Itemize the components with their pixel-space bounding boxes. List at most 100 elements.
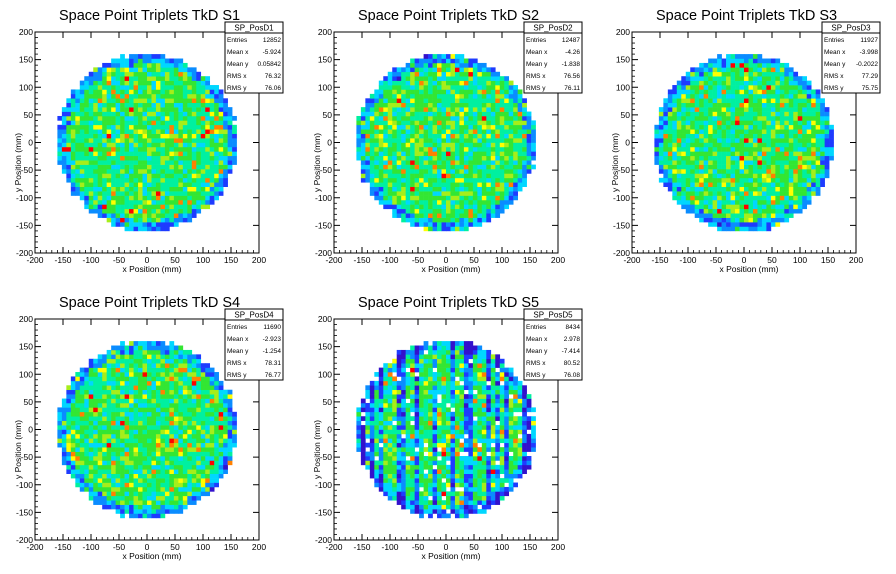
heatmap-bin: [79, 398, 85, 404]
stats-box-frame: [523, 21, 583, 94]
heatmap-bin: [428, 67, 433, 73]
heatmap-bin: [419, 124, 424, 130]
heatmap-bin: [169, 222, 175, 227]
heatmap-bin: [428, 62, 433, 68]
heatmap-bin: [450, 182, 456, 187]
heatmap-bin: [191, 80, 197, 86]
heatmap-bin: [405, 71, 411, 77]
heatmap-bin: [513, 102, 518, 108]
heatmap-bin: [446, 124, 451, 130]
heatmap-bin: [173, 124, 179, 130]
heatmap-bin: [111, 482, 116, 488]
heatmap-bin: [129, 80, 134, 86]
heatmap-bin: [441, 213, 447, 218]
heatmap-bin: [88, 124, 94, 130]
heatmap-bin: [115, 186, 121, 192]
heatmap-bin: [815, 120, 821, 126]
heatmap-bin: [788, 107, 794, 112]
heatmap-bin: [708, 124, 713, 130]
heatmap-bin: [513, 133, 518, 139]
heatmap-bin: [775, 146, 781, 152]
heatmap-bin: [735, 76, 740, 81]
heatmap-bin: [120, 469, 125, 474]
heatmap-bin: [84, 394, 90, 399]
heatmap-bin: [205, 98, 211, 104]
heatmap-bin: [178, 191, 184, 196]
heatmap-bin: [423, 160, 429, 165]
heatmap-bin: [129, 367, 134, 373]
heatmap-bin: [124, 93, 130, 99]
heatmap-bin: [788, 115, 794, 121]
heatmap-bin: [463, 89, 469, 95]
heatmap-bin: [79, 124, 85, 130]
heatmap-bin: [414, 102, 420, 108]
heatmap-bin: [147, 142, 152, 148]
heatmap-bin: [779, 111, 785, 117]
heatmap-bin: [147, 98, 152, 104]
heatmap-bin: [761, 169, 767, 174]
heatmap-bin: [223, 115, 228, 121]
heatmap-bin: [129, 146, 134, 152]
heatmap-bin: [142, 491, 148, 497]
heatmap-bin: [66, 124, 72, 130]
heatmap-bin: [115, 478, 121, 483]
heatmap-bin: [463, 151, 469, 157]
heatmap-bin: [428, 129, 433, 134]
heatmap-bin: [672, 191, 678, 196]
heatmap-bin: [815, 111, 821, 117]
heatmap-bin: [138, 416, 143, 421]
heatmap-bin: [459, 173, 465, 179]
y-axis-label: y Position (mm): [13, 133, 23, 192]
heatmap-bin: [486, 138, 492, 143]
heatmap-bin: [685, 102, 691, 108]
heatmap-bin: [779, 93, 785, 99]
heatmap-bin: [396, 71, 402, 77]
heatmap-bin: [164, 226, 170, 232]
heatmap-bin: [378, 111, 384, 117]
heatmap-bin: [365, 115, 371, 121]
heatmap-bin: [775, 195, 781, 201]
heatmap-bin: [459, 98, 465, 104]
heatmap-bin: [490, 213, 496, 218]
heatmap-bin: [66, 460, 72, 466]
heatmap-bin: [477, 71, 483, 77]
heatmap-bin: [178, 199, 184, 205]
heatmap-bin: [66, 442, 72, 448]
heatmap-bin: [124, 349, 130, 355]
heatmap-bin: [437, 191, 442, 196]
heatmap-bin: [726, 129, 731, 134]
heatmap-bin: [138, 394, 143, 399]
heatmap-bin: [138, 71, 143, 77]
heatmap-bin: [401, 151, 406, 157]
heatmap-bin: [717, 226, 722, 232]
heatmap-bin: [155, 464, 161, 470]
heatmap-bin: [369, 111, 375, 117]
heatmap-bin: [129, 376, 134, 382]
heatmap-bin: [410, 191, 415, 196]
heatmap-bin: [744, 191, 749, 196]
heatmap-bin: [486, 111, 492, 117]
heatmap-bin: [79, 473, 85, 479]
heatmap-bin: [111, 447, 116, 452]
heatmap-bin: [138, 509, 143, 514]
heatmap-bin: [75, 155, 81, 161]
heatmap-bin: [419, 142, 424, 148]
heatmap-bin: [360, 115, 366, 121]
heatmap-bin: [88, 208, 94, 214]
heatmap-bin: [120, 58, 125, 64]
heatmap-bin: [419, 120, 424, 126]
heatmap-bin: [93, 500, 99, 505]
heatmap-bin: [133, 107, 139, 112]
heatmap-bin: [88, 173, 94, 179]
heatmap-bin: [739, 142, 745, 148]
heatmap-bin: [690, 199, 696, 205]
heatmap-bin: [66, 120, 72, 126]
heatmap-bin: [93, 429, 99, 435]
heatmap-bin: [227, 124, 233, 130]
heatmap-bin: [151, 376, 157, 382]
heatmap-bin: [223, 102, 228, 108]
heatmap-bin: [410, 204, 415, 210]
heatmap-bin: [70, 389, 76, 395]
heatmap-bin: [209, 102, 215, 108]
heatmap-bin: [423, 62, 429, 68]
